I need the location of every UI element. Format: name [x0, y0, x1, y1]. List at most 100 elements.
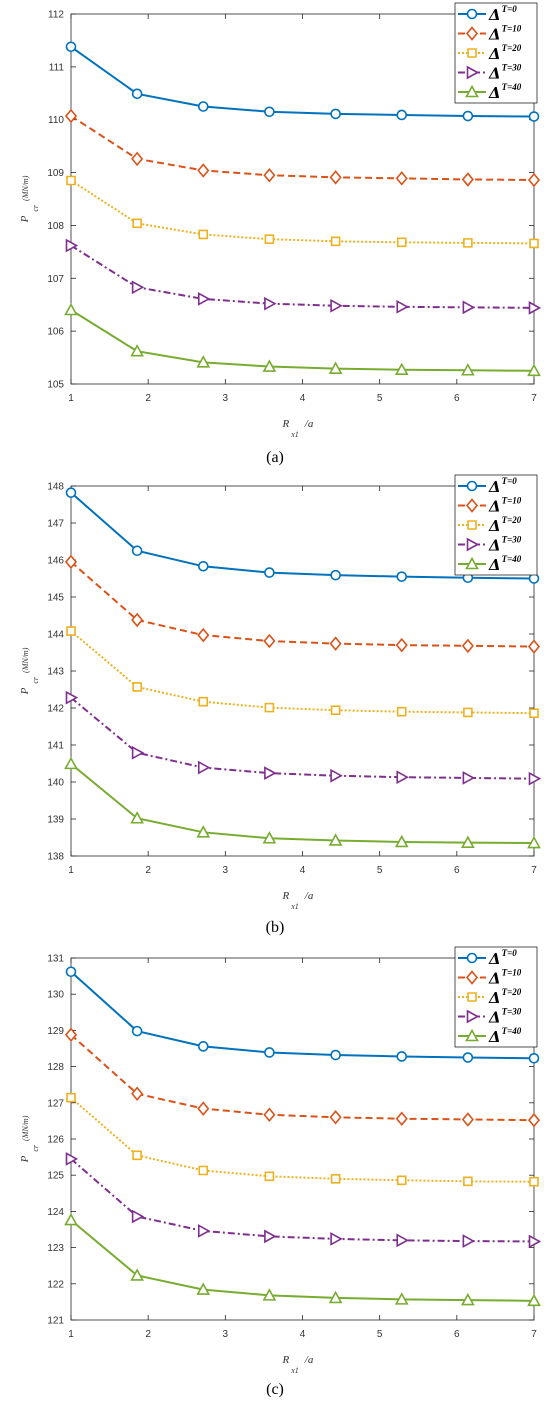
- data-point: [396, 109, 408, 121]
- data-point: [528, 111, 540, 122]
- data-point: [528, 1052, 540, 1064]
- data-point: [264, 567, 275, 578]
- series-5: [64, 1212, 541, 1307]
- data-point: [463, 707, 473, 718]
- y-tick-label: 146: [47, 556, 64, 567]
- figure-panel-a: 105 106 107 108 109 110 111 112 1 2 3 4 5 6 7 Rx1/a Pcr(…: [0, 0, 550, 472]
- figure-panel-c: 121 122 123 124 125 126 127 128 129 130 131 1 2 3 4 5 6 7…: [0, 944, 550, 1411]
- y-tick-label: 127: [47, 1098, 64, 1109]
- series-1: [65, 487, 540, 584]
- data-point: [263, 633, 276, 649]
- data-point: [131, 545, 143, 557]
- legend-label: ΔT=20: [488, 43, 522, 63]
- y-tick-label: 141: [47, 741, 64, 752]
- data-point: [462, 300, 476, 315]
- y-axis-label: Pcr(MN/m): [19, 175, 40, 223]
- x-tick-label: 4: [300, 1329, 306, 1340]
- legend-marker: [465, 970, 479, 985]
- x-tick-label: 2: [145, 1329, 151, 1340]
- series-line: [70, 630, 535, 715]
- legend-label: ΔT=0: [488, 4, 517, 24]
- data-point: [462, 771, 476, 785]
- data-point: [330, 1232, 343, 1246]
- legend-label: ΔT=30: [488, 63, 522, 83]
- data-point: [330, 298, 343, 313]
- legend-label: ΔT=0: [488, 948, 517, 968]
- legend-marker: [465, 556, 479, 570]
- y-tick-label: 143: [47, 667, 64, 678]
- data-point: [527, 1293, 541, 1307]
- data-point: [527, 172, 541, 188]
- y-tick-label: 142: [47, 704, 64, 715]
- data-point: [264, 296, 277, 311]
- data-point: [196, 825, 211, 838]
- y-tick-label: 139: [47, 815, 64, 826]
- data-point: [328, 361, 343, 374]
- data-point: [396, 1051, 408, 1062]
- y-tick-label: 122: [47, 1279, 64, 1290]
- data-point: [463, 238, 473, 248]
- chart-b: 138 139 140 141 142 143 144 145 146 147 148 1 2 3 4 5 6 7…: [19, 474, 542, 911]
- legend-marker: [466, 65, 480, 80]
- series-1: [65, 41, 540, 122]
- data-point: [130, 811, 144, 824]
- data-point: [197, 1041, 209, 1052]
- data-point: [330, 1174, 341, 1184]
- data-point: [396, 1233, 409, 1248]
- chart-a: 105 106 107 108 109 110 111 112 1 2 3 4 5 6 7 Rx1/a Pcr(…: [19, 2, 542, 439]
- data-point: [66, 175, 76, 186]
- data-point: [65, 690, 79, 705]
- data-point: [264, 1229, 277, 1244]
- data-point: [65, 238, 79, 253]
- data-point: [197, 760, 211, 775]
- y-axis-label: Pcr(MN/m): [19, 1115, 40, 1163]
- data-point: [66, 626, 76, 636]
- y-tick-label: 121: [47, 1316, 64, 1327]
- data-point: [197, 1101, 210, 1116]
- series-3: [66, 175, 539, 249]
- data-point: [65, 966, 77, 978]
- legend-marker: [467, 992, 477, 1002]
- legend-marker: [466, 8, 478, 20]
- data-point: [329, 170, 342, 185]
- x-tick-label: 5: [377, 865, 383, 876]
- series-line: [70, 1219, 535, 1302]
- data-point: [65, 41, 77, 53]
- series-2: [64, 554, 541, 654]
- series-3: [66, 1092, 539, 1187]
- data-point: [64, 1212, 78, 1226]
- data-point: [264, 106, 275, 118]
- data-point: [528, 771, 542, 786]
- y-tick-label: 107: [47, 274, 64, 285]
- series-line: [70, 1096, 535, 1183]
- data-point: [394, 1292, 409, 1305]
- y-tick-label: 128: [47, 1062, 64, 1073]
- x-tick-label: 5: [377, 1329, 383, 1340]
- data-point: [529, 238, 539, 249]
- y-tick-label: 131: [47, 954, 64, 965]
- x-tick-label: 5: [377, 393, 383, 404]
- data-point: [197, 627, 210, 643]
- x-tick-label: 6: [454, 865, 460, 876]
- data-point: [64, 108, 78, 124]
- legend-marker: [465, 498, 479, 513]
- x-tick-label: 3: [223, 865, 229, 876]
- series-line: [70, 244, 535, 309]
- y-tick-label: 109: [47, 168, 64, 179]
- data-point: [394, 362, 409, 376]
- panel-caption-b: (b): [265, 919, 285, 936]
- data-point: [396, 1175, 407, 1186]
- data-point: [132, 218, 142, 229]
- x-tick-label: 3: [223, 393, 229, 404]
- data-point: [395, 1111, 408, 1126]
- x-tick-label: 4: [300, 865, 306, 876]
- data-point: [263, 167, 276, 183]
- x-tick-label: 6: [454, 1329, 460, 1340]
- data-point: [529, 1176, 539, 1187]
- data-point: [330, 1049, 341, 1061]
- legend-label: ΔT=10: [488, 968, 522, 988]
- data-point: [64, 756, 78, 770]
- legend-marker: [466, 1009, 480, 1024]
